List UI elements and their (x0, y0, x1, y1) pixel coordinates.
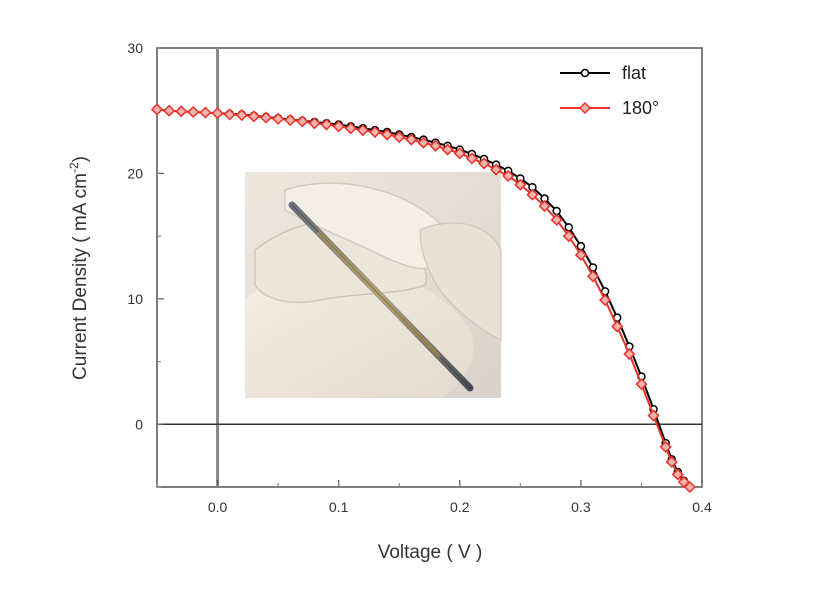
data-point (671, 468, 684, 481)
data-point (677, 475, 690, 489)
data-point (211, 107, 224, 120)
data-point (223, 108, 236, 121)
x-tick-label: 0.1 (329, 499, 349, 515)
data-point (599, 294, 612, 307)
data-point (320, 118, 333, 131)
data-point (552, 206, 561, 216)
data-point (284, 114, 297, 127)
legend-marker (580, 68, 590, 78)
data-point (235, 109, 248, 122)
legend: flat 180° (560, 63, 659, 118)
x-tick-label: 0.0 (208, 499, 228, 515)
legend-marker (578, 101, 592, 115)
data-point (526, 188, 539, 201)
x-axis-title: Voltage ( V ) (378, 542, 483, 563)
data-point (477, 157, 491, 170)
y-axis-title: Current Density ( mA cm-2) (67, 156, 91, 380)
data-point (576, 241, 586, 251)
data-point (647, 409, 660, 422)
data-point (175, 105, 188, 118)
y-tick-label: 20 (127, 165, 143, 181)
legend-item: 180° (560, 98, 659, 118)
x-tick-label: 0.4 (692, 499, 712, 515)
data-point (296, 115, 309, 128)
y-axis-ticks: 0 10 20 30 (127, 40, 164, 488)
y-tick-label: 0 (135, 416, 143, 432)
data-point (574, 248, 587, 262)
legend-label: flat (622, 63, 646, 83)
data-point (344, 122, 357, 135)
data-point (611, 320, 624, 333)
data-point (308, 117, 321, 130)
data-point (623, 347, 636, 361)
data-point (259, 111, 273, 124)
data-point (247, 110, 260, 123)
data-point (187, 105, 200, 119)
data-point (586, 270, 600, 283)
data-point (441, 143, 454, 156)
data-point (465, 152, 478, 165)
legend-item: flat (560, 63, 646, 83)
y-axis-title-close: ) (70, 156, 91, 162)
data-point (199, 106, 212, 119)
data-point (665, 455, 678, 468)
data-point (635, 378, 648, 391)
legend-label: 180° (622, 98, 659, 118)
data-point (356, 124, 369, 137)
data-point (393, 130, 406, 144)
y-tick-label: 10 (127, 291, 143, 307)
data-point (381, 128, 394, 141)
y-axis-title-group: Current Density ( mA cm-2) (67, 156, 91, 380)
data-point (272, 112, 285, 125)
y-tick-label: 30 (127, 40, 143, 56)
x-axis-ticks: 0.0 0.1 0.2 0.3 0.4 (156, 480, 712, 515)
data-point (564, 223, 574, 232)
data-point (405, 133, 418, 146)
data-point (163, 104, 176, 117)
data-point (150, 103, 164, 116)
data-point (368, 125, 382, 139)
data-point (417, 136, 430, 149)
data-point (550, 213, 563, 226)
x-tick-label: 0.2 (450, 499, 470, 515)
data-point (429, 139, 442, 152)
y-axis-title-superscript: -2 (67, 162, 81, 173)
data-point (538, 199, 551, 213)
plot-frame (156, 47, 703, 488)
data-point (683, 480, 696, 494)
data-point (453, 147, 466, 160)
data-point (514, 178, 527, 191)
data-point (332, 120, 345, 133)
series-180deg (150, 103, 696, 494)
y-axis-title-main: Current Density ( mA cm (70, 173, 91, 380)
x-tick-label: 0.3 (571, 499, 591, 515)
data-point (659, 440, 672, 453)
data-point (502, 169, 515, 182)
data-point (490, 163, 503, 176)
data-point (562, 230, 575, 243)
inset-photo (245, 172, 502, 398)
series-layer (150, 103, 696, 494)
